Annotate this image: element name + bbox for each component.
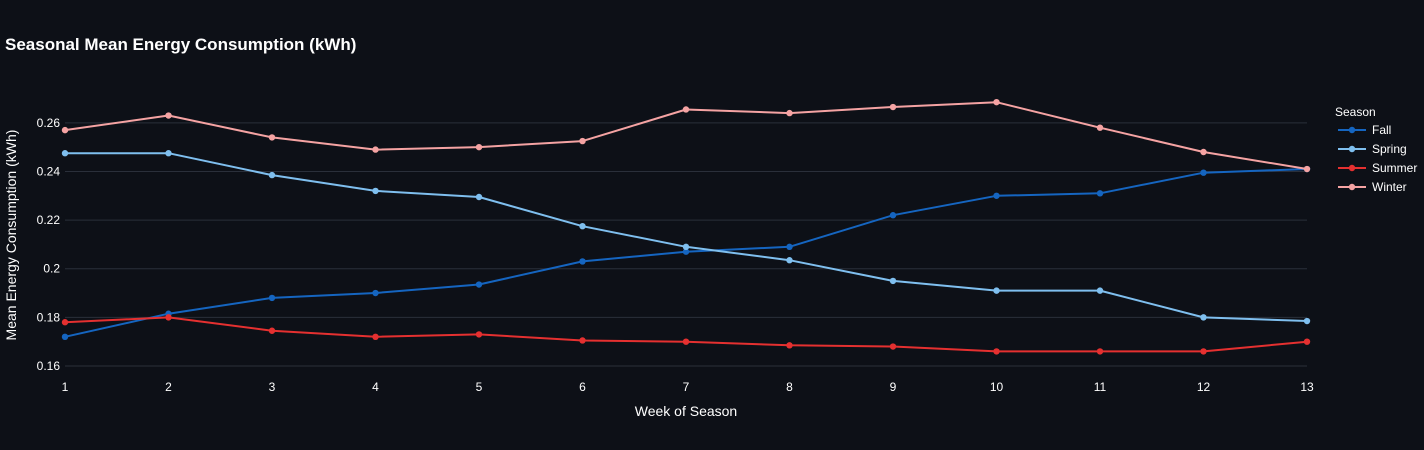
data-point-summer[interactable] (372, 333, 379, 341)
data-point-summer[interactable] (268, 327, 276, 334)
y-tick-label: 0.2 (43, 262, 60, 276)
data-point-winter[interactable] (372, 146, 379, 153)
legend-label-fall: Fall (1372, 123, 1391, 137)
data-point-fall[interactable] (993, 192, 1000, 199)
data-point-winter[interactable] (1200, 148, 1207, 156)
series-fall (61, 165, 1311, 341)
data-point-winter[interactable] (889, 103, 897, 111)
data-point-fall[interactable] (579, 258, 586, 265)
y-tick-label: 0.16 (37, 359, 61, 373)
data-point-fall[interactable] (786, 243, 793, 251)
data-point-summer[interactable] (1303, 338, 1311, 345)
data-point-spring[interactable] (993, 287, 1000, 294)
data-point-winter[interactable] (786, 109, 793, 117)
data-point-summer[interactable] (889, 343, 897, 350)
data-point-summer[interactable] (1096, 348, 1104, 355)
x-tick-label: 10 (990, 380, 1004, 394)
legend-label-spring: Spring (1372, 142, 1407, 156)
legend-item-fall[interactable]: Fall (1338, 123, 1391, 137)
data-point-winter[interactable] (1096, 124, 1104, 131)
y-tick-label: 0.24 (37, 164, 61, 178)
data-point-spring[interactable] (61, 150, 69, 157)
series-line-spring (65, 152, 1308, 322)
legend-marker-winter (1348, 183, 1356, 191)
legend-marker-fall (1348, 126, 1356, 134)
x-tick-label: 11 (1094, 380, 1107, 394)
data-point-spring[interactable] (1096, 287, 1104, 294)
data-point-summer[interactable] (786, 342, 793, 349)
series-winter (61, 98, 1311, 173)
x-tick-label: 13 (1300, 380, 1314, 394)
data-point-winter[interactable] (993, 98, 1000, 106)
legend-item-spring[interactable]: Spring (1338, 142, 1407, 156)
x-tick-label: 3 (269, 380, 276, 394)
legend-marker-spring (1348, 145, 1356, 153)
data-point-fall[interactable] (1096, 190, 1104, 197)
data-point-winter[interactable] (579, 137, 586, 145)
data-point-winter[interactable] (475, 143, 483, 151)
data-point-spring[interactable] (372, 187, 379, 195)
plot-area (61, 98, 1311, 355)
data-point-fall[interactable] (1200, 169, 1207, 176)
data-point-winter[interactable] (61, 126, 69, 134)
data-point-winter[interactable] (682, 106, 690, 113)
data-point-summer[interactable] (682, 338, 690, 345)
data-point-fall[interactable] (889, 212, 897, 219)
x-tick-label: 2 (165, 380, 172, 394)
data-point-spring[interactable] (579, 222, 586, 230)
data-point-summer[interactable] (1200, 348, 1207, 355)
data-point-fall[interactable] (268, 294, 276, 302)
data-point-spring[interactable] (165, 150, 172, 157)
data-point-spring[interactable] (889, 277, 897, 285)
gridlines (65, 122, 1307, 367)
data-point-fall[interactable] (61, 333, 69, 341)
y-axis-title: Mean Energy Consumption (kWh) (3, 130, 19, 341)
x-tick-label: 5 (476, 380, 483, 394)
y-tick-label: 0.26 (37, 116, 61, 130)
data-point-spring[interactable] (1303, 317, 1311, 325)
legend-marker-summer (1348, 164, 1356, 172)
data-point-winter[interactable] (165, 112, 172, 119)
data-point-summer[interactable] (61, 319, 69, 326)
x-tick-label: 9 (890, 380, 897, 394)
data-point-summer[interactable] (475, 331, 483, 338)
x-tick-label: 12 (1197, 380, 1211, 394)
y-tick-label: 0.18 (37, 310, 61, 324)
data-point-spring[interactable] (682, 243, 690, 251)
x-axis-ticks: 1 2 3 4 5 6 7 8 9 10 11 12 13 (62, 380, 1314, 394)
y-tick-label: 0.22 (37, 213, 61, 227)
x-tick-label: 6 (579, 380, 586, 394)
x-tick-label: 7 (683, 380, 690, 394)
chart-title: Seasonal Mean Energy Consumption (kWh) (5, 35, 356, 54)
legend-label-winter: Winter (1372, 180, 1407, 194)
data-point-winter[interactable] (268, 134, 276, 141)
data-point-spring[interactable] (786, 257, 793, 264)
x-tick-label: 4 (372, 380, 379, 394)
data-point-winter[interactable] (1303, 165, 1311, 173)
data-point-summer[interactable] (165, 314, 172, 321)
data-point-fall[interactable] (682, 248, 690, 255)
data-point-spring[interactable] (1200, 314, 1207, 321)
legend-item-winter[interactable]: Winter (1338, 180, 1407, 194)
data-point-summer[interactable] (993, 348, 1000, 355)
legend-label-summer: Summer (1372, 161, 1417, 175)
legend-title: Season (1335, 105, 1376, 119)
x-tick-label: 8 (786, 380, 793, 394)
series-summer (61, 314, 1311, 355)
x-tick-label: 1 (62, 380, 69, 394)
x-axis-title: Week of Season (635, 403, 737, 419)
series-spring (61, 150, 1311, 325)
data-point-fall[interactable] (475, 281, 483, 288)
legend: Season Fall Spring Summer Winter (1335, 105, 1417, 194)
data-point-spring[interactable] (268, 171, 276, 179)
series-line-summer (64, 316, 1308, 353)
data-point-fall[interactable] (372, 289, 379, 297)
legend-item-summer[interactable]: Summer (1338, 161, 1417, 175)
y-axis-ticks: 0.16 0.18 0.2 0.22 0.24 0.26 (37, 116, 61, 373)
data-point-spring[interactable] (475, 193, 483, 201)
data-point-summer[interactable] (579, 337, 586, 344)
